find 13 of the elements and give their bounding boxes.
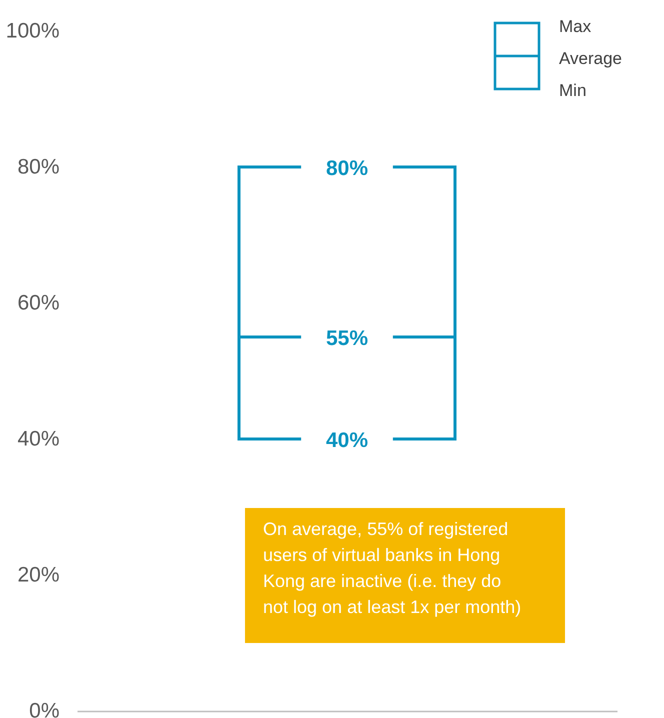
y-tick-label: 0% <box>29 700 60 718</box>
y-tick-label: 20% <box>17 564 60 586</box>
annotation: 55% <box>326 327 368 350</box>
y-tick-label: 40% <box>17 428 60 450</box>
annotation: 40% <box>326 429 368 452</box>
y-tick-label: 80% <box>17 156 60 178</box>
annotation: On average, 55% of registered users of virtual banks in Hong Kong are inactive (i.e. they do not log on at least 1x per month) <box>263 519 522 617</box>
annotation: Average <box>559 49 622 68</box>
annotation: Max <box>559 17 592 36</box>
y-tick-label: 100% <box>6 20 60 42</box>
y-tick-label: 60% <box>17 292 60 314</box>
annotation: Min <box>559 81 586 100</box>
annotation: 80% <box>326 157 368 180</box>
